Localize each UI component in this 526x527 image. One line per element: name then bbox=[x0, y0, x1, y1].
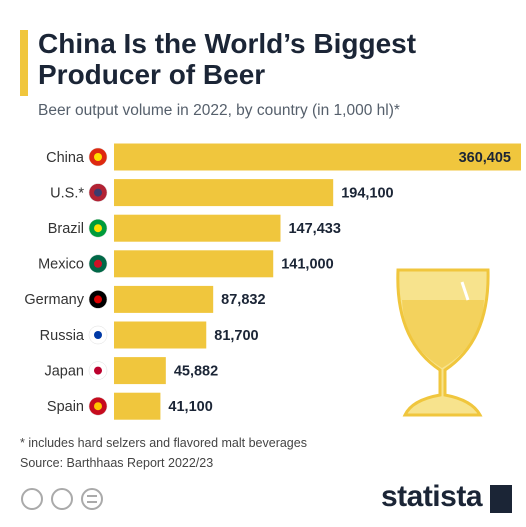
flag bbox=[88, 254, 108, 274]
chart-subtitle: Beer output volume in 2022, by country (… bbox=[38, 102, 400, 119]
value-label: 81,700 bbox=[214, 328, 258, 344]
footnote: * includes hard selzers and flavored mal… bbox=[20, 436, 307, 450]
chart-title: China Is the World’s Biggest Producer of… bbox=[38, 28, 417, 90]
category-label: China bbox=[46, 150, 85, 166]
accent-bar bbox=[20, 30, 28, 96]
value-label: 45,882 bbox=[174, 363, 218, 379]
flag bbox=[88, 218, 108, 238]
value-label: 147,433 bbox=[288, 221, 340, 237]
flag-mark bbox=[94, 295, 102, 304]
bar bbox=[114, 179, 334, 207]
category-label: U.S.* bbox=[50, 185, 84, 201]
logo: statista bbox=[380, 480, 483, 513]
flag bbox=[88, 147, 108, 167]
category-label: Russia bbox=[40, 328, 85, 344]
bar bbox=[114, 285, 214, 313]
flag-mark bbox=[94, 331, 102, 339]
flag bbox=[88, 325, 108, 345]
value-label: 141,000 bbox=[281, 257, 333, 273]
category-label: Spain bbox=[47, 399, 84, 415]
value-label: 41,100 bbox=[168, 399, 212, 415]
flag-mark bbox=[94, 259, 102, 268]
category-label: Brazil bbox=[48, 221, 84, 237]
bar bbox=[114, 214, 281, 242]
category-label: Japan bbox=[44, 363, 84, 379]
beer-glass bbox=[396, 268, 490, 417]
flag bbox=[88, 396, 108, 416]
bar bbox=[114, 143, 521, 171]
category-label: Mexico bbox=[38, 257, 84, 273]
flag-mark bbox=[94, 188, 102, 197]
source: Source: Barthhaas Report 2022/23 bbox=[20, 456, 214, 470]
value-label: 87,832 bbox=[221, 292, 265, 308]
flag bbox=[88, 361, 108, 380]
bar bbox=[114, 321, 207, 349]
flag-mark bbox=[94, 153, 102, 161]
flag bbox=[88, 290, 108, 309]
logo-icon bbox=[490, 485, 512, 513]
bar bbox=[114, 250, 274, 278]
value-label: 360,405 bbox=[459, 150, 511, 166]
license-icons bbox=[21, 488, 103, 510]
value-label: 194,100 bbox=[341, 185, 393, 201]
flag-mark bbox=[94, 224, 102, 233]
category-label: Germany bbox=[24, 292, 84, 308]
flag-mark bbox=[94, 366, 102, 375]
bar bbox=[114, 392, 161, 420]
bar bbox=[114, 357, 166, 385]
flag-mark bbox=[94, 402, 102, 411]
flag bbox=[88, 183, 108, 202]
